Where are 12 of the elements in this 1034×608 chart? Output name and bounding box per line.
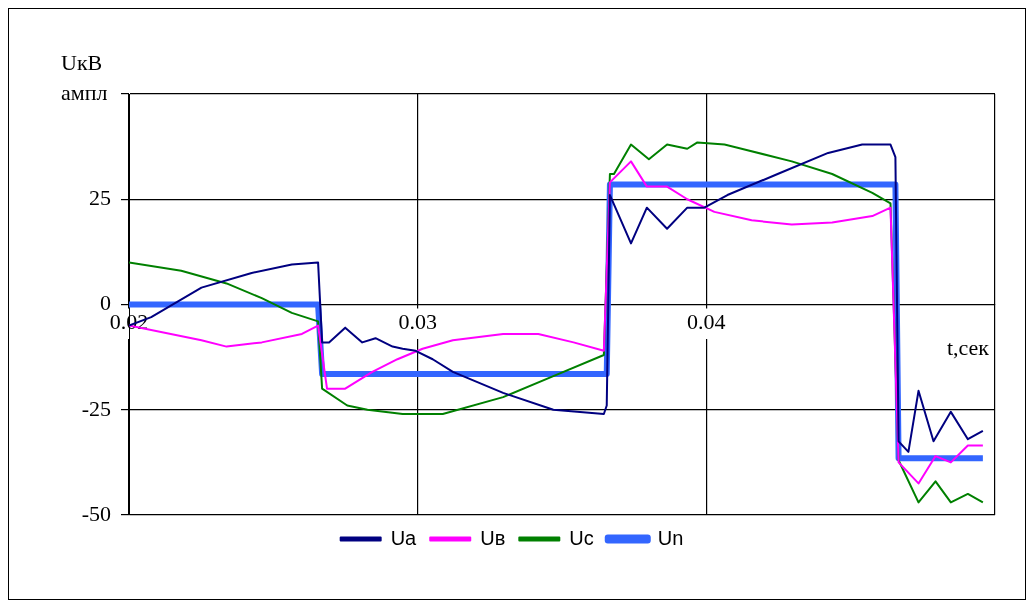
legend-label: Ua [390, 526, 418, 549]
x-tick-label: 0.04 [687, 309, 726, 335]
legend-label: Uc [569, 526, 594, 549]
legend-label: Uв [480, 526, 506, 549]
y-tick-label: 25 [89, 185, 111, 211]
legend-label: Un [657, 526, 684, 549]
x-tick-label: 0.03 [398, 309, 437, 335]
y-axis-title: UкВ ампл [61, 49, 108, 105]
y-tick-label: 0 [100, 290, 111, 316]
y-tick-label: -25 [81, 395, 111, 421]
y-tick-label: -50 [81, 500, 111, 526]
x-axis-title: t,сек [946, 335, 990, 361]
